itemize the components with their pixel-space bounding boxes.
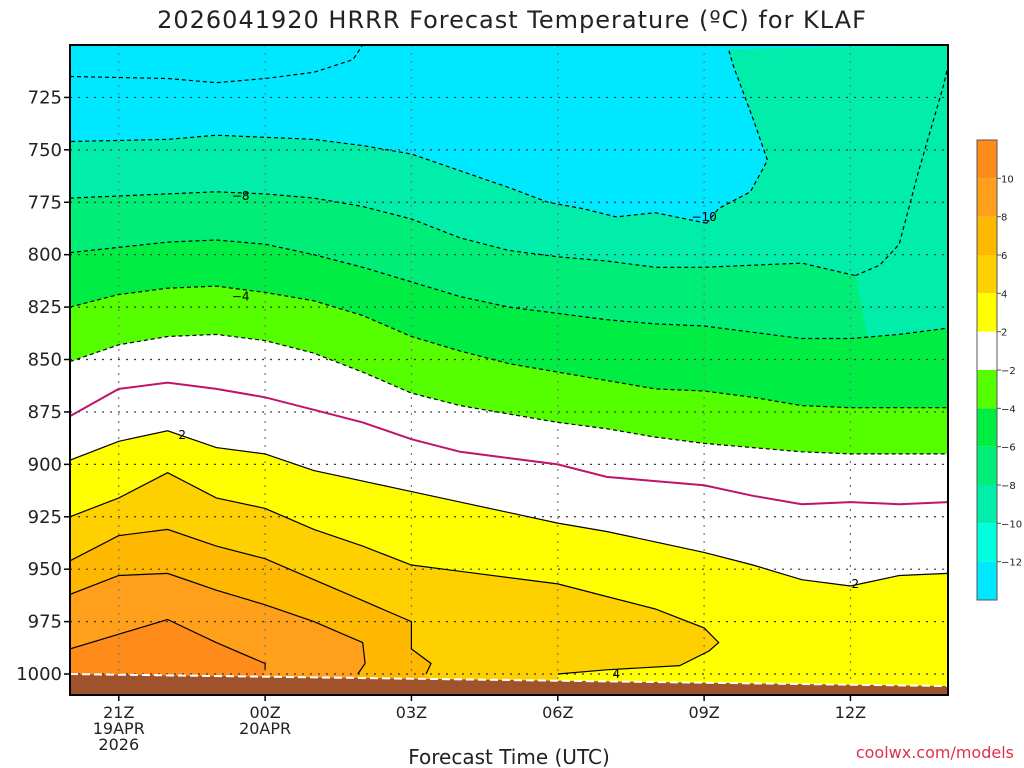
colorbar: 10 8 6 4 2 −2 −4 −6 −8 −10 −12 <box>976 139 1022 601</box>
x-tick-label: 12Z <box>835 703 866 722</box>
chart-title: 2026041920 HRRR Forecast Temperature (ºC… <box>157 6 867 34</box>
isotherm-line <box>70 618 266 670</box>
ground-surface <box>70 673 948 695</box>
colorbar-swatch <box>977 446 997 485</box>
surface-line <box>70 673 948 688</box>
contour-label: −10 <box>691 210 716 224</box>
colorbar-label: 4 <box>1001 289 1007 300</box>
x-tick-label: 06Z <box>542 703 573 722</box>
x-tick-label: 20APR <box>239 719 291 738</box>
colorbar-label: −12 <box>1001 558 1022 569</box>
x-tick-label: 2026 <box>98 735 139 754</box>
y-tick-label: 775 <box>28 192 62 213</box>
y-tick-label: 975 <box>28 612 62 633</box>
y-tick-label: 875 <box>28 402 62 423</box>
colorbar-swatch <box>977 255 997 294</box>
isotherm-line <box>70 191 856 277</box>
colorbar-swatch <box>977 485 997 524</box>
y-tick-label: 800 <box>28 245 62 266</box>
colorbar-swatch <box>977 561 997 600</box>
colorbar-swatch <box>977 408 997 447</box>
plot-area <box>70 45 948 695</box>
colorbar-swatch <box>977 331 997 370</box>
colorbar-label: −10 <box>1001 519 1022 530</box>
isotherm-line <box>70 572 366 675</box>
contour-label: 2 <box>852 577 860 591</box>
y-tick-label: 925 <box>28 507 62 528</box>
contour-label: −4 <box>232 290 250 304</box>
y-tick-label: 950 <box>28 559 62 580</box>
x-tick-label: 19APR <box>93 719 145 738</box>
colorbar-swatch <box>977 178 997 217</box>
isotherm-line <box>70 333 948 455</box>
isotherm-line <box>855 65 948 277</box>
isotherm-line <box>70 472 720 675</box>
colorbar-label: −4 <box>1001 404 1016 415</box>
colorbar-label: 6 <box>1001 251 1007 262</box>
contour-labels: −8 −4 −10 2 2 4 <box>178 189 859 681</box>
x-tick-label: 00Z <box>249 703 280 722</box>
isotherm-line <box>70 239 948 340</box>
isotherm-line <box>70 430 948 587</box>
isotherm-line <box>70 285 948 409</box>
colorbar-label: 2 <box>1001 328 1007 339</box>
credit-text: coolwx.com/models <box>856 743 1014 762</box>
colorbar-label: −2 <box>1001 366 1016 377</box>
colorbar-label: −8 <box>1001 481 1016 492</box>
contour-label: 4 <box>612 667 620 681</box>
colorbar-swatch <box>977 216 997 255</box>
colorbar-label: 10 <box>1001 174 1014 185</box>
temperature-fills <box>70 45 948 695</box>
contour-label: −8 <box>232 189 250 203</box>
plot-frame <box>69 44 949 696</box>
x-tick-label: 21Z <box>103 703 134 722</box>
y-tick-label: 725 <box>28 87 62 108</box>
colorbar-swatch <box>977 370 997 409</box>
isotherm-line <box>70 528 432 675</box>
colorbar-swatch <box>977 523 997 562</box>
x-tick-label: 03Z <box>396 703 427 722</box>
colorbar-swatch <box>977 293 997 332</box>
y-tick-label: 900 <box>28 454 62 475</box>
contour-label: 2 <box>178 428 186 442</box>
y-axis: 725 750 775 800 825 850 875 900 925 950 975 1000 <box>16 87 70 685</box>
colorbar-swatch <box>977 140 997 179</box>
ground-fill <box>70 674 948 695</box>
y-tick-label: 825 <box>28 297 62 318</box>
y-tick-label: 1000 <box>16 664 62 685</box>
colorbar-label: −6 <box>1001 443 1016 454</box>
isotherm-line <box>706 49 769 224</box>
x-tick-label: 09Z <box>688 703 719 722</box>
isotherm-line <box>70 381 948 506</box>
x-axis-title: Forecast Time (UTC) <box>408 745 610 768</box>
colorbar-label: 8 <box>1001 213 1007 224</box>
y-tick-label: 750 <box>28 140 62 161</box>
isotherm-line <box>70 134 707 224</box>
isotherm-lines <box>70 45 948 675</box>
y-tick-label: 850 <box>28 350 62 371</box>
